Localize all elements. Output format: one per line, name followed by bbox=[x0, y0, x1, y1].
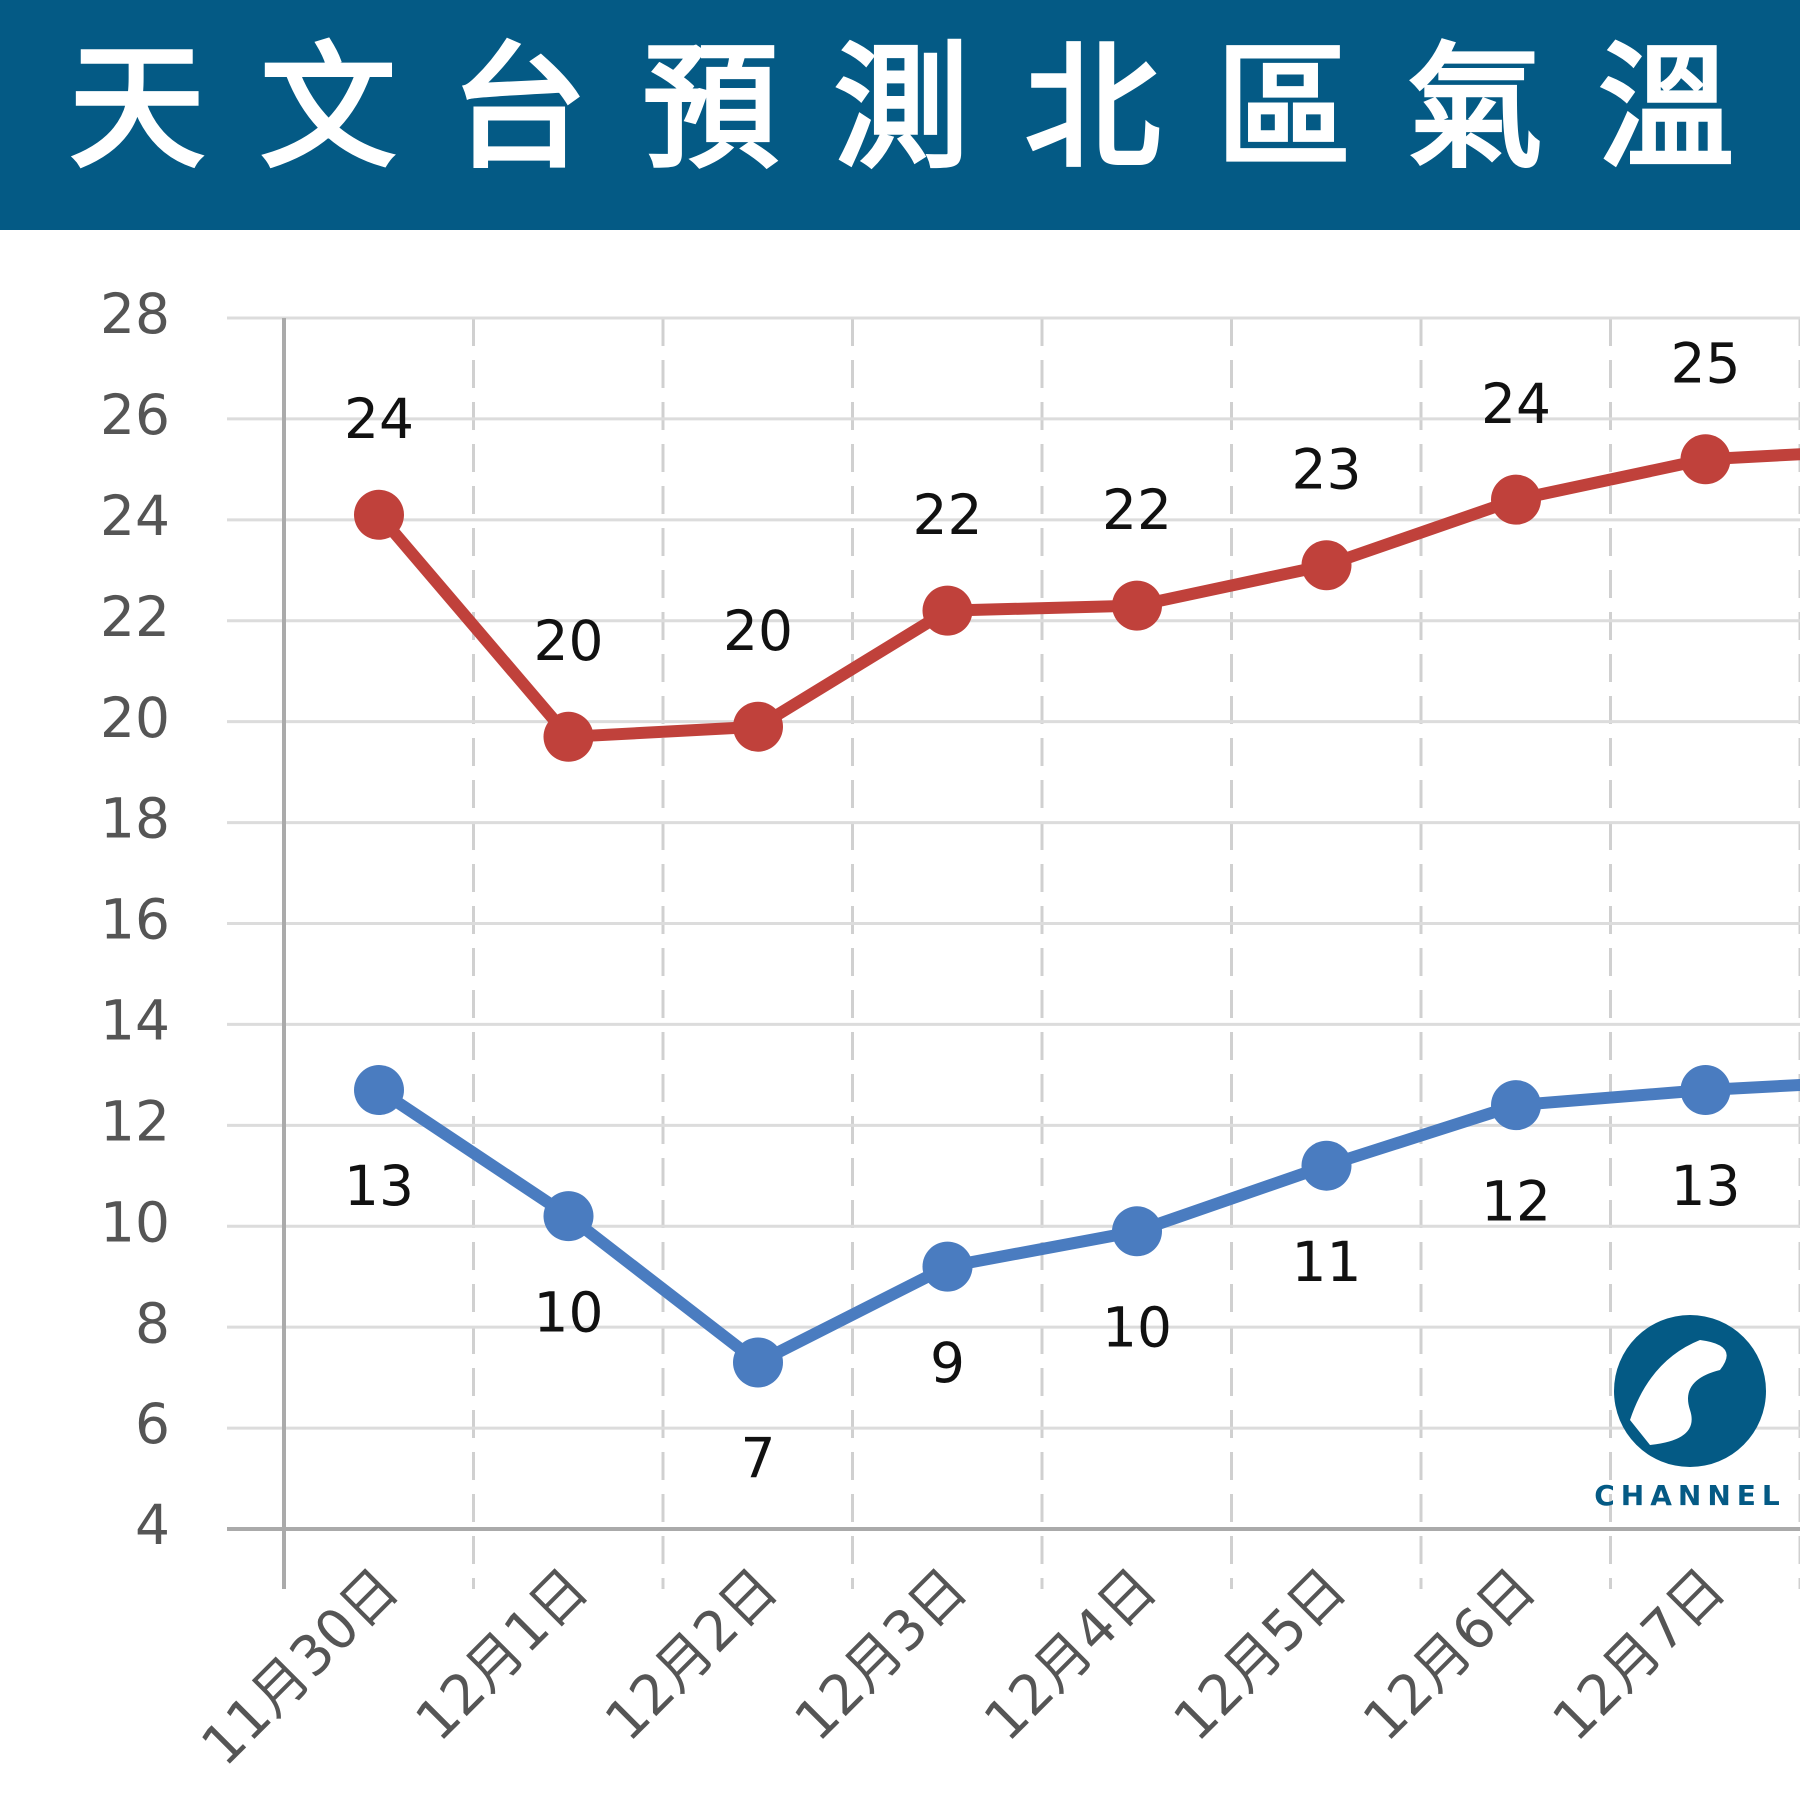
logo-circle bbox=[1614, 1315, 1766, 1467]
data-label: 11 bbox=[1292, 1230, 1362, 1294]
x-tick-label: 12月6日 bbox=[1351, 1556, 1548, 1753]
header-bar bbox=[0, 0, 1800, 230]
data-point bbox=[543, 711, 594, 762]
x-tick-label: 12月2日 bbox=[593, 1556, 790, 1753]
y-tick-label: 18 bbox=[100, 787, 170, 851]
data-label: 13 bbox=[344, 1154, 414, 1218]
y-tick-label: 8 bbox=[135, 1291, 170, 1355]
data-label: 24 bbox=[1481, 372, 1551, 436]
data-label: 10 bbox=[1102, 1295, 1172, 1359]
data-label: 25 bbox=[1671, 331, 1741, 395]
logo-text: CHANNEL bbox=[1594, 1479, 1786, 1512]
data-point bbox=[354, 489, 404, 540]
data-point bbox=[922, 585, 973, 636]
data-label: 20 bbox=[534, 609, 604, 673]
data-point bbox=[1491, 1080, 1541, 1131]
data-point bbox=[922, 1241, 973, 1292]
y-tick-label: 20 bbox=[100, 686, 170, 750]
data-point bbox=[1301, 1140, 1352, 1191]
y-tick-label: 4 bbox=[135, 1493, 170, 1557]
y-tick-label: 28 bbox=[100, 282, 170, 346]
y-tick-label: 24 bbox=[100, 484, 170, 548]
x-tick-label: 12月3日 bbox=[782, 1556, 979, 1753]
data-point bbox=[1112, 1206, 1162, 1257]
x-tick-label: 12月7日 bbox=[1540, 1556, 1737, 1753]
data-label: 22 bbox=[1102, 478, 1172, 542]
data-label: 12 bbox=[1481, 1169, 1551, 1233]
series-line bbox=[374, 448, 1800, 743]
data-label: 20 bbox=[723, 599, 793, 663]
x-tick-label: 12月4日 bbox=[972, 1556, 1169, 1753]
data-point bbox=[354, 1065, 404, 1116]
x-tick-label: 11月30日 bbox=[189, 1556, 411, 1778]
title: 天文台預測北區氣溫 bbox=[69, 30, 1734, 188]
logo-shape bbox=[1630, 1340, 1727, 1445]
data-label: 23 bbox=[1292, 437, 1362, 501]
y-tick-label: 12 bbox=[100, 1089, 170, 1153]
y-tick-label: 6 bbox=[135, 1392, 170, 1456]
data-point bbox=[1680, 1065, 1731, 1116]
data-point bbox=[1301, 540, 1352, 591]
data-point bbox=[733, 701, 783, 752]
data-label: 10 bbox=[534, 1280, 604, 1344]
y-tick-label: 14 bbox=[100, 989, 170, 1053]
y-tick-label: 10 bbox=[100, 1190, 170, 1254]
data-label: 7 bbox=[741, 1427, 776, 1491]
data-point bbox=[1680, 434, 1731, 485]
data-point bbox=[733, 1337, 783, 1388]
x-tick-label: 12月1日 bbox=[403, 1556, 600, 1753]
data-point bbox=[1491, 474, 1541, 525]
y-tick-label: 22 bbox=[100, 585, 170, 649]
data-label: 22 bbox=[913, 483, 983, 547]
data-point bbox=[1112, 580, 1162, 631]
x-tick-label: 12月5日 bbox=[1161, 1556, 1358, 1753]
data-label: 24 bbox=[344, 387, 414, 451]
data-point bbox=[543, 1191, 594, 1242]
data-label: 13 bbox=[1671, 1154, 1741, 1218]
data-label: 9 bbox=[930, 1331, 965, 1395]
y-tick-label: 16 bbox=[100, 888, 170, 952]
y-tick-label: 26 bbox=[100, 383, 170, 447]
logo: CHANNEL bbox=[1594, 1315, 1786, 1512]
